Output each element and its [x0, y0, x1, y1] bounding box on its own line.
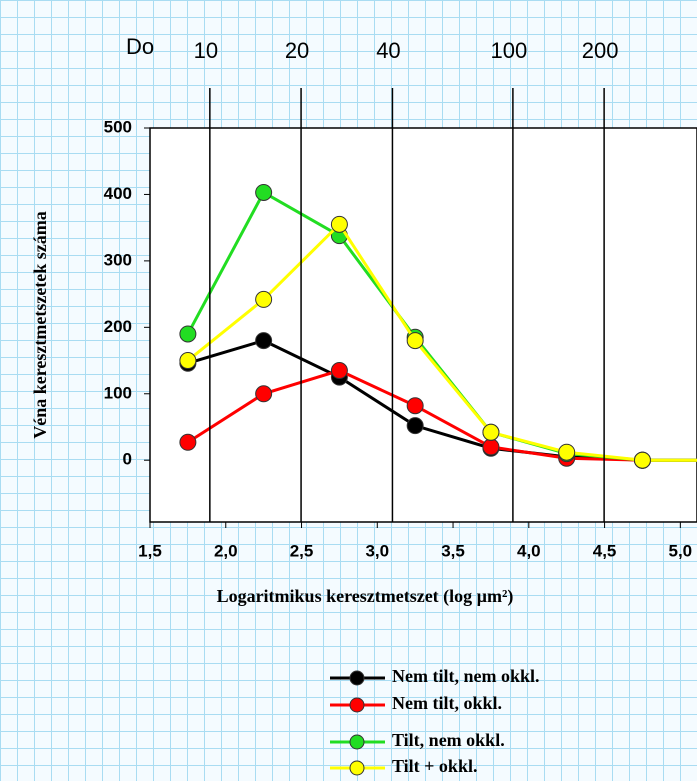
- legend-marker: [349, 734, 365, 750]
- legend-marker: [349, 760, 365, 776]
- marker: [179, 433, 197, 451]
- x-tick-label: 1,5: [138, 541, 162, 560]
- series-line: [186, 221, 697, 462]
- legend-label: Nem tilt, okkl.: [392, 693, 502, 713]
- y-axis-label: Véna keresztmetszetek száma: [30, 211, 50, 439]
- marker: [255, 385, 273, 403]
- top-tick-label: 10: [194, 38, 218, 63]
- x-tick-label: 2,5: [290, 541, 314, 560]
- marker: [179, 325, 197, 343]
- legend-label: Nem tilt, nem okkl.: [392, 666, 540, 686]
- legend-label: Tilt + okkl.: [392, 756, 477, 776]
- marker: [406, 397, 424, 415]
- y-tick-label: 500: [104, 117, 132, 136]
- legend-marker: [349, 670, 365, 686]
- x-axis-label: Logaritmikus keresztmetszet (log µm²): [217, 586, 514, 607]
- legend-label: Tilt, nem okkl.: [392, 730, 505, 750]
- x-tick-label: 5,0: [669, 541, 693, 560]
- top-axis-label: Do: [126, 34, 154, 59]
- x-tick-label: 3,5: [441, 541, 465, 560]
- top-tick-label: 40: [376, 38, 400, 63]
- top-tick-label: 20: [285, 38, 309, 63]
- y-tick-label: 400: [104, 184, 132, 203]
- top-tick-label: 200: [582, 38, 619, 63]
- legend-marker: [349, 697, 365, 713]
- y-tick-label: 100: [104, 383, 132, 402]
- marker: [406, 417, 424, 435]
- y-tick-label: 0: [123, 450, 132, 469]
- top-tick-label: 100: [491, 38, 528, 63]
- marker: [330, 215, 348, 233]
- marker: [633, 451, 651, 469]
- marker: [558, 443, 576, 461]
- marker: [330, 362, 348, 380]
- marker: [406, 332, 424, 350]
- marker: [179, 352, 197, 370]
- y-tick-label: 300: [104, 250, 132, 269]
- marker: [255, 290, 273, 308]
- plot: [179, 183, 697, 469]
- x-tick-label: 3,0: [365, 541, 389, 560]
- y-tick-label: 200: [104, 317, 132, 336]
- x-tick-label: 4,0: [517, 541, 541, 560]
- marker: [482, 438, 500, 456]
- marker: [255, 183, 273, 201]
- marker: [482, 423, 500, 441]
- marker: [255, 332, 273, 350]
- x-tick-label: 2,0: [214, 541, 238, 560]
- x-tick-label: 4,5: [593, 541, 617, 560]
